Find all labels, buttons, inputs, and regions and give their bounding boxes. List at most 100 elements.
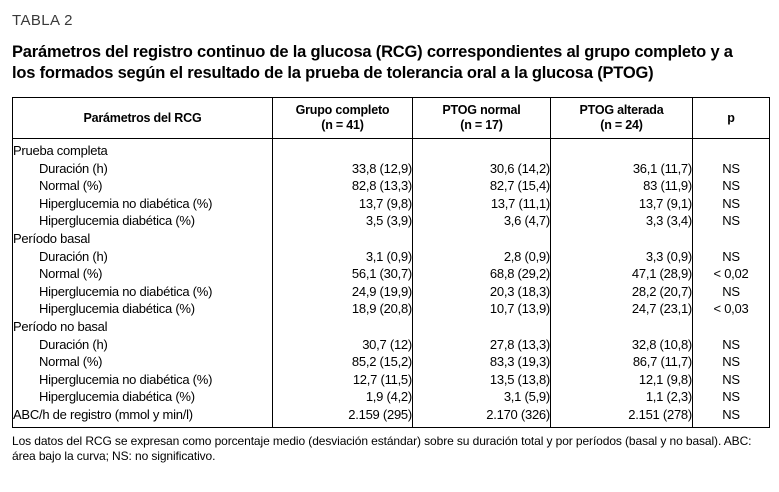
section-row: Período basal — [12, 229, 770, 248]
col-header-label: Parámetros del RCG — [83, 110, 202, 125]
p-value-cell: NS — [692, 177, 770, 195]
col-header-label: PTOG normal — [442, 103, 521, 117]
col-header-label: PTOG alterada — [579, 103, 664, 117]
section-label: Período no basal — [12, 317, 273, 336]
section-label: Prueba completa — [12, 138, 273, 160]
table-row: Hiperglucemia diabética (%) 1,9 (4,2) 3,1 … — [12, 388, 770, 406]
value-cell — [550, 317, 693, 336]
value-cell: 56,1 (30,7) — [272, 265, 413, 283]
value-cell — [272, 317, 413, 336]
value-cell: 13,7 (9,1) — [550, 194, 693, 213]
table-row: ABC/h de registro (mmol y min/l) 2.159 (2… — [12, 405, 770, 427]
col-header-ptog-normal: PTOG normal (n = 17) — [412, 97, 551, 139]
p-value-cell: < 0,02 — [692, 265, 770, 283]
row-label: Hiperglucemia diabética (%) — [12, 212, 273, 230]
value-cell: 33,8 (12,9) — [272, 159, 413, 178]
p-value-cell: NS — [692, 247, 770, 266]
value-cell: 32,8 (10,8) — [550, 335, 693, 354]
value-cell: 28,2 (20,7) — [550, 282, 693, 301]
table-row: Duración (h) 3,1 (0,9) 2,8 (0,9) 3,3 (0,9) N… — [12, 247, 770, 266]
value-cell: 2,8 (0,9) — [412, 247, 551, 266]
p-value-cell: NS — [692, 212, 770, 230]
value-cell: 1,1 (2,3) — [550, 388, 693, 406]
col-header-ptog-alterada: PTOG alterada (n = 24) — [550, 97, 693, 139]
col-header-sub: (n = 41) — [321, 118, 364, 132]
value-cell: 27,8 (13,3) — [412, 335, 551, 354]
table-row: Normal (%) 82,8 (13,3) 82,7 (15,4) 83 (11,9… — [12, 177, 770, 195]
value-cell: 1,9 (4,2) — [272, 388, 413, 406]
col-header-label: Grupo completo — [295, 103, 390, 117]
table-label: TABLA 2 — [12, 12, 73, 29]
table-row: Duración (h) 33,8 (12,9) 30,6 (14,2) 36,1 (… — [12, 159, 770, 178]
row-label: Normal (%) — [12, 177, 273, 195]
col-header-grupo-completo: Grupo completo (n = 41) — [272, 97, 413, 139]
p-value-cell: NS — [692, 370, 770, 389]
table-row: Hiperglucemia no diabética (%) 13,7 (9,8)… — [12, 194, 770, 213]
value-cell: 85,2 (15,2) — [272, 353, 413, 371]
value-cell: 24,7 (23,1) — [550, 300, 693, 318]
p-value-cell: NS — [692, 335, 770, 354]
col-header-label: p — [727, 110, 735, 125]
value-cell — [412, 317, 551, 336]
value-cell: 30,7 (12) — [272, 335, 413, 354]
row-label: Duración (h) — [12, 159, 273, 178]
table-row: Hiperglucemia no diabética (%) 24,9 (19,9… — [12, 282, 770, 301]
value-cell — [412, 229, 551, 248]
rcg-parameters-table: Parámetros del RCG Grupo completo (n = 4… — [12, 97, 770, 428]
row-label: Normal (%) — [12, 265, 273, 283]
value-cell — [550, 229, 693, 248]
value-cell: 3,1 (0,9) — [272, 247, 413, 266]
p-value-cell: < 0,03 — [692, 300, 770, 318]
value-cell: 10,7 (13,9) — [412, 300, 551, 318]
row-label: Duración (h) — [12, 335, 273, 354]
value-cell: 3,1 (5,9) — [412, 388, 551, 406]
value-cell: 12,7 (11,5) — [272, 370, 413, 389]
value-cell: 30,6 (14,2) — [412, 159, 551, 178]
value-cell: 68,8 (29,2) — [412, 265, 551, 283]
value-cell — [550, 138, 693, 160]
value-cell: 83,3 (19,3) — [412, 353, 551, 371]
value-cell — [412, 138, 551, 160]
p-value-cell: NS — [692, 353, 770, 371]
value-cell: 82,7 (15,4) — [412, 177, 551, 195]
row-label: Duración (h) — [12, 247, 273, 266]
p-value-cell: NS — [692, 159, 770, 178]
value-cell: 86,7 (11,7) — [550, 353, 693, 371]
value-cell: 24,9 (19,9) — [272, 282, 413, 301]
p-value-cell — [692, 138, 770, 160]
value-cell: 20,3 (18,3) — [412, 282, 551, 301]
value-cell: 18,9 (20,8) — [272, 300, 413, 318]
value-cell: 13,5 (13,8) — [412, 370, 551, 389]
value-cell: 13,7 (11,1) — [412, 194, 551, 213]
table-row: Hiperglucemia diabética (%) 18,9 (20,8) 10… — [12, 300, 770, 318]
row-label: Hiperglucemia diabética (%) — [12, 388, 273, 406]
header-row: Parámetros del RCG Grupo completo (n = 4… — [12, 97, 770, 139]
section-row: Prueba completa — [12, 138, 770, 160]
table-title: Parámetros del registro continuo de la g… — [12, 43, 733, 82]
value-cell: 3,6 (4,7) — [412, 212, 551, 230]
p-value-cell: NS — [692, 388, 770, 406]
value-cell: 36,1 (11,7) — [550, 159, 693, 178]
table-footnote: Los datos del RCG se expresan como porce… — [12, 433, 752, 463]
p-value-cell — [692, 317, 770, 336]
col-header-sub: (n = 24) — [600, 118, 643, 132]
section-label: Período basal — [12, 229, 273, 248]
value-cell: 12,1 (9,8) — [550, 370, 693, 389]
col-header-sub: (n = 17) — [460, 118, 503, 132]
value-cell: 83 (11,9) — [550, 177, 693, 195]
value-cell — [272, 138, 413, 160]
p-value-cell: NS — [692, 194, 770, 213]
table-row: Hiperglucemia diabética (%) 3,5 (3,9) 3,6 … — [12, 212, 770, 230]
value-cell: 47,1 (28,9) — [550, 265, 693, 283]
table-row: Duración (h) 30,7 (12) 27,8 (13,3) 32,8 (10… — [12, 335, 770, 354]
table-header: Parámetros del RCG Grupo completo (n = 4… — [12, 97, 770, 139]
row-label: Hiperglucemia diabética (%) — [12, 300, 273, 318]
value-cell: 13,7 (9,8) — [272, 194, 413, 213]
value-cell: 2.151 (278) — [550, 405, 693, 427]
p-value-cell: NS — [692, 282, 770, 301]
table-row: Normal (%) 85,2 (15,2) 83,3 (19,3) 86,7 (11… — [12, 353, 770, 371]
table-row: Normal (%) 56,1 (30,7) 68,8 (29,2) 47,1 (28… — [12, 265, 770, 283]
p-value-cell: NS — [692, 405, 770, 427]
row-label: Normal (%) — [12, 353, 273, 371]
